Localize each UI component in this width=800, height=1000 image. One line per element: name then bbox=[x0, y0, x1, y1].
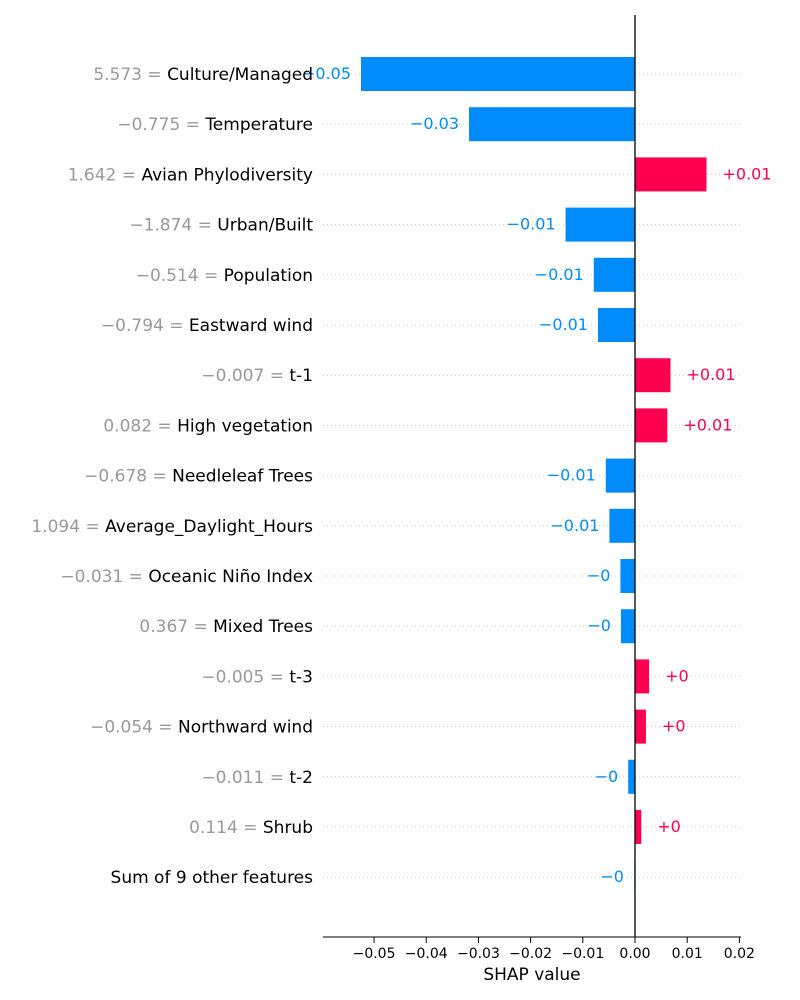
bar-value-label: −0 bbox=[587, 566, 611, 585]
bar-value-label: −0.01 bbox=[507, 215, 556, 234]
bar-value-label: −0.01 bbox=[547, 466, 596, 485]
shap-bar bbox=[628, 759, 635, 794]
feature-label: 1.642 = Avian Phylodiversity bbox=[68, 165, 313, 185]
feature-name: t-1 bbox=[289, 366, 313, 386]
bar-value-label: −0 bbox=[600, 867, 624, 886]
bars-layer bbox=[361, 57, 707, 895]
feature-value: −0.007 = bbox=[201, 366, 289, 386]
labels-layer: −0.055.573 = Culture/Managed−0.03−0.775 … bbox=[31, 64, 771, 888]
x-tick-label: 0.02 bbox=[724, 946, 755, 962]
feature-label: 0.114 = Shrub bbox=[189, 818, 313, 838]
shap-bar bbox=[605, 458, 635, 493]
feature-value: −0.775 = bbox=[117, 115, 205, 135]
feature-label: −1.874 = Urban/Built bbox=[129, 216, 313, 236]
feature-value: 0.082 = bbox=[103, 416, 177, 436]
feature-name: Sum of 9 other features bbox=[111, 868, 314, 888]
bar-value-label: +0.01 bbox=[683, 415, 732, 434]
feature-name: Avian Phylodiversity bbox=[141, 165, 313, 185]
feature-label: −0.775 = Temperature bbox=[117, 115, 313, 135]
feature-name: Eastward wind bbox=[189, 316, 313, 336]
shap-bar bbox=[609, 508, 635, 543]
x-tick-label: −0.02 bbox=[509, 946, 552, 962]
bar-value-label: −0.03 bbox=[410, 114, 459, 133]
feature-name: Shrub bbox=[263, 818, 313, 838]
feature-name: Mixed Trees bbox=[213, 617, 313, 637]
feature-name: Temperature bbox=[204, 115, 313, 135]
feature-name: Oceanic Niño Index bbox=[148, 567, 313, 587]
feature-name: t-3 bbox=[289, 667, 313, 687]
shap-bar bbox=[565, 207, 635, 242]
shap-bar bbox=[469, 107, 635, 142]
bar-value-label: +0 bbox=[662, 717, 686, 736]
feature-value: −0.794 = bbox=[101, 316, 189, 336]
bar-value-label: +0.01 bbox=[686, 365, 735, 384]
grid-layer bbox=[323, 73, 741, 878]
shap-bar bbox=[635, 408, 668, 443]
feature-name: High vegetation bbox=[177, 416, 313, 436]
feature-name: Average_Daylight_Hours bbox=[105, 517, 313, 537]
feature-label: 1.094 = Average_Daylight_Hours bbox=[31, 517, 313, 537]
bar-value-label: −0 bbox=[587, 616, 611, 635]
feature-value: 1.094 = bbox=[31, 517, 105, 537]
x-tick-label: 0.01 bbox=[672, 946, 703, 962]
bar-value-label: +0 bbox=[665, 666, 689, 685]
bar-value-label: −0.05 bbox=[302, 64, 351, 83]
feature-label: −0.031 = Oceanic Niño Index bbox=[60, 567, 313, 587]
bar-value-label: −0.01 bbox=[550, 516, 599, 535]
shap-bar bbox=[593, 257, 635, 292]
feature-name: Culture/Managed bbox=[167, 65, 313, 85]
x-tick-label: −0.04 bbox=[405, 946, 448, 962]
shap-bar bbox=[635, 659, 650, 694]
feature-name: Northward wind bbox=[178, 718, 313, 738]
feature-label: −0.005 = t-3 bbox=[201, 667, 313, 687]
feature-value: −1.874 = bbox=[129, 216, 217, 236]
feature-label: −0.054 = Northward wind bbox=[90, 718, 313, 738]
x-axis: −0.05 −0.04 −0.03 −0.02 −0.01 0.00 0.01 0.02 bbox=[323, 936, 755, 962]
shap-bar bbox=[620, 559, 635, 593]
bar-value-label: +0 bbox=[657, 817, 681, 836]
feature-label: −0.794 = Eastward wind bbox=[101, 316, 313, 336]
feature-value: 5.573 = bbox=[93, 65, 167, 85]
x-tick-label: −0.01 bbox=[561, 946, 604, 962]
bar-value-label: −0.01 bbox=[539, 315, 588, 334]
shap-bar bbox=[635, 358, 671, 393]
feature-value: −0.678 = bbox=[84, 467, 172, 487]
feature-label: −0.678 = Needleleaf Trees bbox=[84, 467, 313, 487]
feature-name: Urban/Built bbox=[217, 216, 313, 236]
feature-name: Needleleaf Trees bbox=[172, 467, 313, 487]
shap-bar bbox=[635, 810, 642, 844]
x-tick-label: −0.03 bbox=[457, 946, 500, 962]
feature-label: 0.082 = High vegetation bbox=[103, 416, 313, 436]
feature-label: 5.573 = Culture/Managed bbox=[93, 65, 313, 85]
shap-bar bbox=[635, 157, 707, 192]
shap-bar bbox=[620, 609, 635, 644]
x-tick-label: −0.05 bbox=[353, 946, 396, 962]
feature-label: −0.007 = t-1 bbox=[201, 366, 313, 386]
feature-label: Sum of 9 other features bbox=[111, 868, 314, 888]
feature-label: −0.514 = Population bbox=[136, 266, 313, 286]
x-tick-label: 0.00 bbox=[619, 946, 650, 962]
feature-label: −0.011 = t-2 bbox=[201, 768, 313, 788]
feature-name: t-2 bbox=[289, 768, 313, 788]
feature-value: 0.114 = bbox=[189, 818, 263, 838]
feature-value: −0.005 = bbox=[201, 667, 289, 687]
x-axis-title: SHAP value bbox=[483, 965, 580, 985]
feature-value: −0.011 = bbox=[201, 768, 289, 788]
bar-value-label: +0.01 bbox=[723, 164, 772, 183]
feature-value: −0.514 = bbox=[136, 266, 224, 286]
shap-bar bbox=[361, 57, 635, 91]
bar-value-label: −0.01 bbox=[535, 265, 584, 284]
feature-value: 1.642 = bbox=[68, 165, 142, 185]
feature-value: −0.031 = bbox=[60, 567, 148, 587]
feature-name: Population bbox=[224, 266, 313, 286]
feature-label: 0.367 = Mixed Trees bbox=[139, 617, 313, 637]
shap-bar bbox=[597, 308, 635, 342]
shap-bar bbox=[635, 709, 646, 744]
bar-value-label: −0 bbox=[595, 767, 619, 786]
feature-value: 0.367 = bbox=[139, 617, 213, 637]
feature-value: −0.054 = bbox=[90, 718, 178, 738]
